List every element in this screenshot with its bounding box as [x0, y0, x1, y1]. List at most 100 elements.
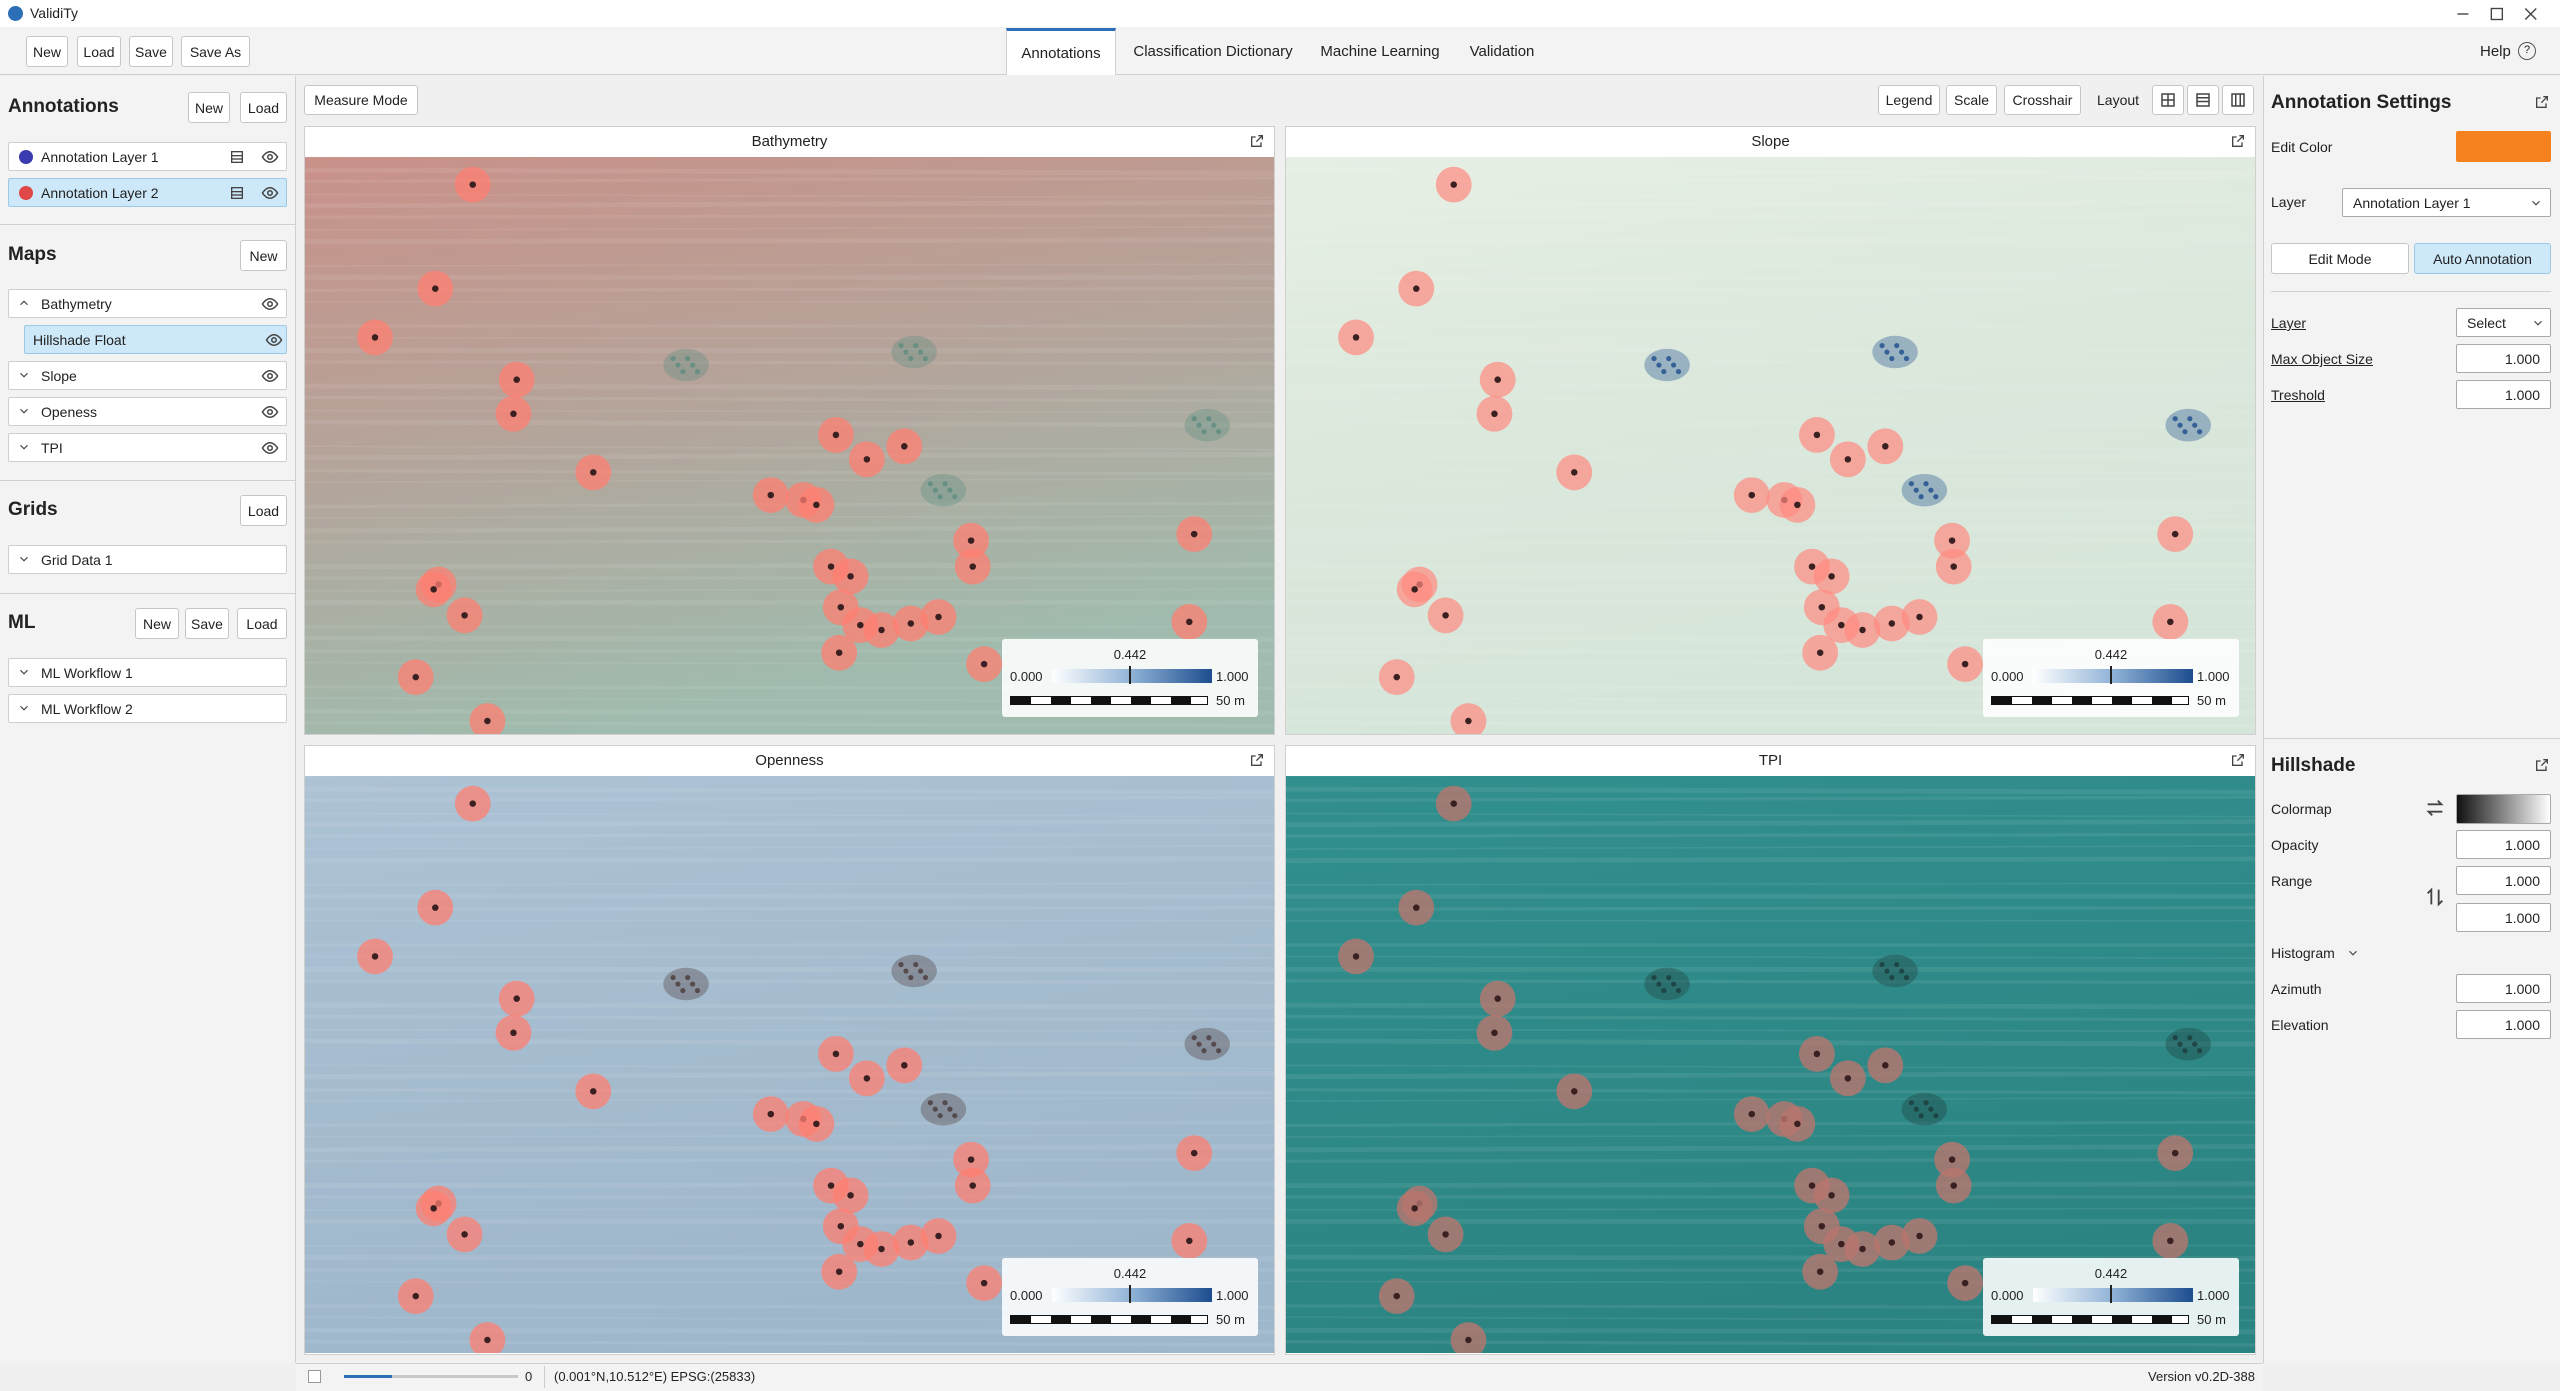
icon-shape	[1286, 955, 2255, 959]
list-row[interactable]: Grid Data 1	[8, 545, 287, 574]
file-button[interactable]: New	[26, 36, 68, 67]
range-input[interactable]: 1.000	[2456, 903, 2551, 932]
icon-shape	[920, 1092, 967, 1126]
icon-shape	[305, 263, 1274, 267]
icon-shape	[863, 1075, 871, 1082]
file-button[interactable]: Save As	[181, 36, 250, 67]
section-button[interactable]: Load	[240, 495, 287, 526]
progress-track[interactable]	[344, 1375, 518, 1378]
map-canvas[interactable]: 0.442 0.000 1.000 50 m	[1286, 157, 2255, 734]
icon-shape	[1923, 481, 1929, 487]
color-swatch[interactable]	[2456, 131, 2551, 162]
map-canvas[interactable]: 0.442 0.000 1.000 50 m	[305, 776, 1274, 1353]
visibility-icon[interactable]	[261, 295, 279, 313]
visibility-icon[interactable]	[261, 148, 279, 166]
measure-mode-button[interactable]: Measure Mode	[304, 85, 418, 115]
section-button[interactable]: New	[240, 240, 287, 271]
tab[interactable]: Machine Learning	[1320, 43, 1440, 60]
file-button[interactable]: Load	[77, 36, 121, 67]
histogram-toggle[interactable]: Histogram	[2271, 945, 2335, 961]
layout-button[interactable]	[2187, 85, 2219, 115]
app-icon	[8, 6, 23, 21]
file-button[interactable]: Save	[129, 36, 173, 67]
icon-shape	[1196, 422, 1202, 428]
section-button[interactable]: New	[135, 608, 179, 639]
mode-button[interactable]: Edit Mode	[2271, 243, 2409, 274]
visibility-icon[interactable]	[261, 184, 279, 202]
visibility-icon[interactable]	[261, 403, 279, 421]
list-row[interactable]: ML Workflow 2	[8, 694, 287, 723]
icon-shape	[1413, 285, 1420, 292]
legend-colorbar	[2033, 669, 2193, 683]
toggle-button[interactable]: Scale	[1946, 85, 1997, 115]
progress-fill	[344, 1375, 392, 1378]
expand-chevron[interactable]	[17, 665, 31, 679]
section-button[interactable]: New	[188, 92, 230, 123]
range-swap-icon[interactable]	[2424, 886, 2446, 908]
list-row[interactable]: Slope	[8, 361, 287, 390]
field-input[interactable]: 1.000	[2456, 380, 2551, 409]
expand-chevron[interactable]	[17, 440, 31, 454]
list-row[interactable]: ML Workflow 1	[8, 658, 287, 687]
pop-out-icon[interactable]	[2230, 752, 2246, 768]
map-canvas[interactable]: 0.442 0.000 1.000 50 m	[1286, 776, 2255, 1353]
expand-chevron[interactable]	[17, 368, 31, 382]
field-input[interactable]: Select	[2456, 308, 2551, 337]
expand-chevron[interactable]	[17, 701, 31, 715]
range-input[interactable]: 1.000	[2456, 866, 2551, 895]
icon	[20, 300, 28, 306]
icon-shape	[935, 613, 942, 621]
expand-chevron[interactable]	[17, 404, 31, 418]
status-checkbox[interactable]	[308, 1370, 321, 1383]
tab[interactable]: Validation	[1469, 43, 1535, 60]
icon-shape	[1465, 717, 1472, 725]
icon-shape	[469, 800, 476, 807]
tab[interactable]: Annotations	[1006, 28, 1116, 75]
layout-button[interactable]	[2152, 85, 2184, 115]
section-button[interactable]: Save	[185, 608, 229, 639]
visibility-icon[interactable]	[265, 331, 283, 349]
visibility-icon[interactable]	[261, 439, 279, 457]
elevation-input[interactable]: 1.000	[2456, 1010, 2551, 1039]
azimuth-input[interactable]: 1.000	[2456, 974, 2551, 1003]
icon-shape	[267, 445, 273, 451]
icon-shape	[267, 154, 273, 160]
layout-button[interactable]	[2222, 85, 2254, 115]
list-row[interactable]: Bathymetry	[8, 289, 287, 318]
swap-icon[interactable]	[2424, 797, 2446, 819]
list-row[interactable]: Annotation Layer 1	[8, 142, 287, 171]
dropdown-value: Annotation Layer 1	[2353, 195, 2471, 211]
list-row[interactable]: Annotation Layer 2	[8, 178, 287, 207]
layer-dropdown[interactable]: Annotation Layer 1	[2342, 188, 2551, 217]
expand-chevron[interactable]	[17, 296, 31, 310]
layer-color-dot	[19, 150, 33, 164]
icon-shape	[305, 1002, 1274, 1010]
visibility-icon[interactable]	[261, 367, 279, 385]
pop-out-icon[interactable]	[2230, 133, 2246, 149]
toggle-button[interactable]: Crosshair	[2004, 85, 2081, 115]
icon-shape	[1961, 1279, 1969, 1287]
pop-out-icon[interactable]	[2534, 757, 2550, 773]
toggle-button[interactable]: Legend	[1878, 85, 1940, 115]
table-icon[interactable]	[229, 149, 245, 165]
colormap-swatch[interactable]	[2456, 794, 2551, 824]
tab[interactable]: Classification Dictionary	[1133, 43, 1293, 60]
opacity-input[interactable]: 1.000	[2456, 830, 2551, 859]
pop-out-icon[interactable]	[1249, 752, 1265, 768]
list-row[interactable]: Openess	[8, 397, 287, 426]
table-icon[interactable]	[229, 185, 245, 201]
list-row[interactable]: Hillshade Float	[24, 325, 287, 354]
map-canvas[interactable]: 0.442 0.000 1.000 50 m	[305, 157, 1274, 734]
help-link[interactable]: Help	[2480, 43, 2511, 60]
list-row[interactable]: TPI	[8, 433, 287, 462]
section-button[interactable]: Load	[237, 608, 287, 639]
mode-button[interactable]: Auto Annotation	[2414, 243, 2551, 274]
expand-chevron[interactable]	[17, 552, 31, 566]
icon-shape	[1211, 422, 1217, 428]
section-button[interactable]: Load	[240, 92, 287, 123]
pop-out-icon[interactable]	[1249, 133, 1265, 149]
pop-out-icon[interactable]	[2534, 94, 2550, 110]
scale-label: 50 m	[2197, 1312, 2226, 1327]
range-label: Range	[2271, 873, 2313, 889]
field-input[interactable]: 1.000	[2456, 344, 2551, 373]
